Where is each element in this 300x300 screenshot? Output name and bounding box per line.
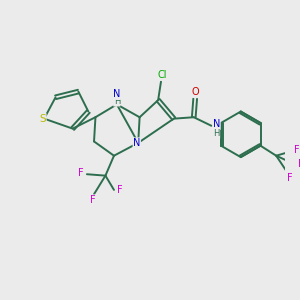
Text: Cl: Cl [158, 70, 167, 80]
Text: N: N [133, 138, 140, 148]
Text: O: O [191, 87, 199, 98]
Text: F: F [287, 173, 293, 184]
Text: N: N [113, 89, 121, 99]
Text: S: S [39, 114, 46, 124]
Text: F: F [78, 168, 84, 178]
Text: N: N [213, 119, 220, 129]
Text: H: H [213, 129, 220, 138]
Text: F: F [117, 185, 122, 195]
Text: F: F [90, 195, 95, 205]
Text: F: F [298, 159, 300, 169]
Text: F: F [294, 145, 299, 155]
Text: H: H [114, 97, 120, 106]
